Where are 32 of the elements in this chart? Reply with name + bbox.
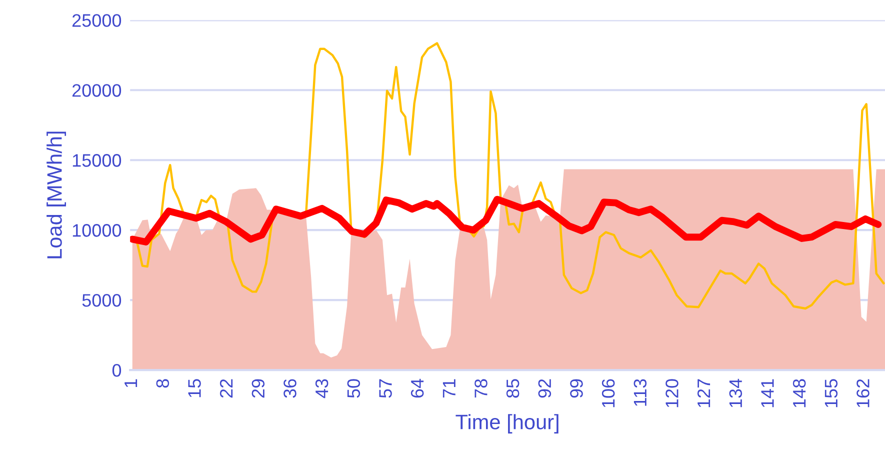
x-tick-label: 78 — [474, 379, 488, 398]
y-tick-label: 15000 — [72, 154, 122, 167]
y-tick-label: 0 — [112, 364, 122, 377]
y-tick-label: 10000 — [72, 224, 122, 237]
x-tick-label: 148 — [792, 379, 806, 408]
y-axis-title: Load [MWh/h] — [46, 132, 66, 258]
x-tick-label: 155 — [824, 379, 838, 408]
x-tick-label: 127 — [697, 379, 710, 408]
x-tick-label: 64 — [410, 378, 424, 398]
x-tick-label: 43 — [315, 379, 328, 398]
x-tick-label: 113 — [634, 379, 647, 406]
x-tick-label: 134 — [729, 378, 742, 408]
x-tick-label: 162 — [856, 379, 870, 408]
x-tick-label: 85 — [506, 379, 520, 398]
x-tick-label: 22 — [220, 379, 233, 398]
x-tick-label: 120 — [666, 379, 678, 408]
x-tick-label: 36 — [284, 379, 296, 398]
x-tick-label: 29 — [252, 379, 265, 398]
y-tick-label: 25000 — [72, 14, 122, 27]
x-tick-label: 141 — [761, 379, 774, 408]
x-tick-label: 71 — [442, 379, 456, 398]
y-tick-label: 20000 — [72, 84, 122, 97]
x-axis-title: Time [hour] — [456, 414, 558, 434]
x-tick-label: 15 — [188, 379, 201, 398]
x-tick-label: 99 — [570, 379, 583, 398]
x-tick-label: 57 — [379, 379, 392, 398]
y-tick-label: 5000 — [82, 294, 122, 307]
x-tick-label: 50 — [347, 379, 360, 398]
x-tick-label: 1 — [124, 379, 138, 388]
x-tick-label: 106 — [602, 379, 615, 408]
x-tick-label: 92 — [538, 379, 552, 398]
x-tick-label: 8 — [156, 379, 170, 388]
